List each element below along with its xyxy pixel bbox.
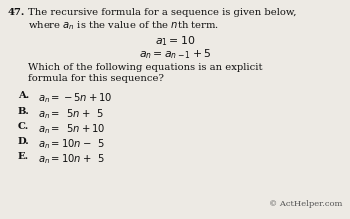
Text: $a_n = 10n -\;\; 5$: $a_n = 10n -\;\; 5$ — [38, 137, 105, 151]
Text: B.: B. — [18, 107, 30, 116]
Text: A.: A. — [18, 91, 29, 100]
Text: $a_n =\;\; 5n +\;\; 5$: $a_n =\;\; 5n +\;\; 5$ — [38, 107, 104, 121]
Text: 47.: 47. — [8, 8, 25, 17]
Text: The recursive formula for a sequence is given below,: The recursive formula for a sequence is … — [28, 8, 296, 17]
Text: $a_n = a_{n-1} + 5$: $a_n = a_{n-1} + 5$ — [139, 47, 211, 61]
Text: Which of the following equations is an explicit: Which of the following equations is an e… — [28, 63, 262, 72]
Text: © ActHelper.com: © ActHelper.com — [269, 200, 342, 208]
Text: $a_n =\;\; 5n + 10$: $a_n =\;\; 5n + 10$ — [38, 122, 105, 136]
Text: C.: C. — [18, 122, 29, 131]
Text: $a_n = 10n +\;\; 5$: $a_n = 10n +\;\; 5$ — [38, 152, 105, 166]
Text: D.: D. — [18, 137, 30, 146]
Text: formula for this sequence?: formula for this sequence? — [28, 74, 164, 83]
Text: $a_n = -5n + 10$: $a_n = -5n + 10$ — [38, 91, 112, 105]
Text: where $a_n$ is the value of the $n$th term.: where $a_n$ is the value of the $n$th te… — [28, 19, 219, 32]
Text: $a_1 = 10$: $a_1 = 10$ — [155, 34, 195, 48]
Text: E.: E. — [18, 152, 29, 161]
